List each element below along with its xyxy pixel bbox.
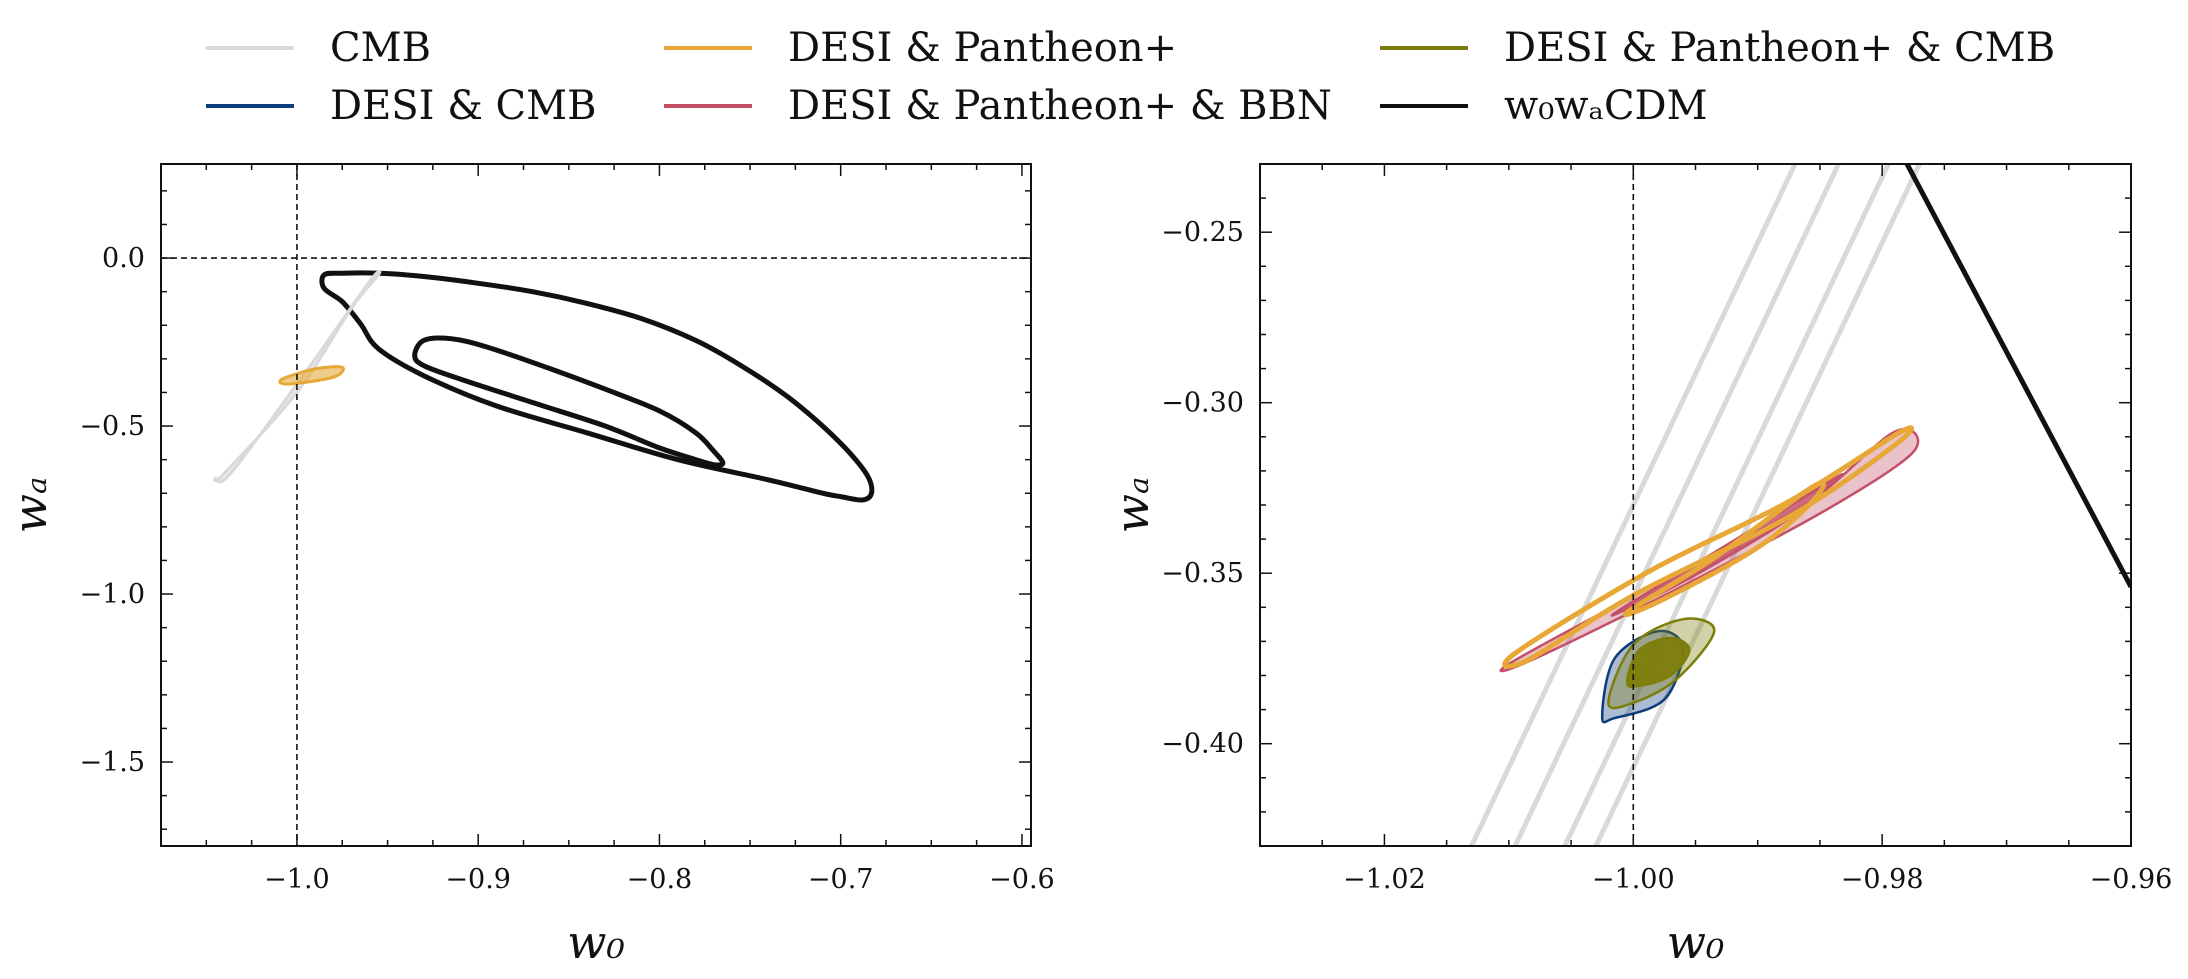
legend-item-desi-pantheon: DESI & Pantheon+ <box>664 23 1177 73</box>
legend-label-w0wacdm: w₀wₐCDM <box>1504 83 1708 129</box>
y-tick-label-left-0: 0.0 <box>102 243 145 274</box>
contour-desi-pantheon-inner-right-8 <box>1622 480 1826 618</box>
panel-right: −1.02 −1.00 −0.98 −0.96 −0.25 −0.30 −0.35 −0.40… <box>1105 163 2173 969</box>
contour-w-w-cdm-outer-right-4 <box>1904 164 2131 589</box>
legend-swatch-desi-cmb <box>206 104 294 108</box>
plot-area-right <box>1469 164 2131 846</box>
legend-swatch-cmb <box>206 46 294 50</box>
panel-left: −1.0 −0.9 −0.8 −0.7 −0.6 0.0 −0.5 −1.0 −1.5 w₀ wₐ <box>3 163 1055 969</box>
legend-swatch-desi-pantheon-cmb <box>1380 46 1468 50</box>
contour-cmb-outer-left-2 <box>213 269 382 484</box>
legend-item-desi-pantheon-bbn: DESI & Pantheon+ & BBN <box>664 81 1332 131</box>
x-axis-label-right: w₀ <box>1667 915 1725 969</box>
contour-cmb-band-right-2 <box>1562 164 1891 846</box>
y-tick-label-right-1: −0.30 <box>1161 388 1244 419</box>
x-tick-label-left-0: −1.0 <box>264 864 330 895</box>
x-tick-label-left-1: −0.9 <box>445 864 511 895</box>
contour-cmb-band-right-3 <box>1593 164 1922 846</box>
contour-desi-pantheon-bbn-inner-right-6 <box>1610 473 1845 617</box>
y-tick-label-left-1: −0.5 <box>79 411 145 442</box>
legend-swatch-desi-pantheon-bbn <box>664 104 752 108</box>
y-tick-label-right-0: −0.25 <box>1161 217 1244 248</box>
legend-item-desi-cmb: DESI & CMB <box>206 81 596 131</box>
contour-desi-pantheon-cmb-inner-right-11 <box>1625 636 1691 688</box>
axes-frame-right <box>1259 163 2132 847</box>
y-tick-label-right-2: −0.35 <box>1161 558 1244 589</box>
x-tick-label-left-3: −0.7 <box>808 864 874 895</box>
y-axis-label-right: wₐ <box>1105 477 1159 534</box>
legend-item-w0wacdm: w₀wₐCDM <box>1380 81 1708 131</box>
legend-label-desi-cmb: DESI & CMB <box>330 83 597 129</box>
contour-cmb-band-right-1 <box>1512 164 1841 846</box>
x-axis-label-left: w₀ <box>567 915 625 969</box>
y-tick-label-left-3: −1.5 <box>79 747 145 778</box>
y-tick-label-right-3: −0.40 <box>1161 729 1244 760</box>
plot-area-left <box>161 164 1031 846</box>
legend-label-cmb: CMB <box>330 25 431 71</box>
legend-swatch-desi-pantheon <box>664 46 752 50</box>
axes-frame-left <box>160 163 1032 847</box>
y-axis-label-left: wₐ <box>3 477 57 534</box>
legend-label-desi-pantheon-cmb: DESI & Pantheon+ & CMB <box>1504 25 2056 71</box>
legend-label-desi-pantheon: DESI & Pantheon+ <box>788 25 1178 71</box>
legend-item-cmb: CMB <box>206 23 431 73</box>
legend-swatch-w0wacdm <box>1380 104 1468 108</box>
contour-desi-pantheon-outer-left-3 <box>278 365 345 386</box>
x-tick-label-right-1: −1.00 <box>1592 864 1675 895</box>
contour-desi-pantheon-outer-right-7 <box>1502 425 1915 669</box>
x-tick-label-right-2: −0.98 <box>1841 864 1924 895</box>
contour-w-w-cdm-outer-left-0 <box>319 270 875 503</box>
y-tick-label-left-2: −1.0 <box>79 579 145 610</box>
contour-w-w-cdm-inner-left-1 <box>412 335 726 468</box>
x-tick-label-left-2: −0.8 <box>627 864 693 895</box>
legend-label-desi-pantheon-bbn: DESI & Pantheon+ & BBN <box>788 83 1332 129</box>
legend-item-desi-pantheon-cmb: DESI & Pantheon+ & CMB <box>1380 23 2055 73</box>
x-tick-label-right-3: −0.96 <box>2090 864 2173 895</box>
x-tick-label-left-4: −0.6 <box>989 864 1055 895</box>
legend: CMB DESI & Pantheon+ DESI & Pantheon+ & … <box>0 0 2188 150</box>
x-tick-label-right-0: −1.02 <box>1343 864 1426 895</box>
